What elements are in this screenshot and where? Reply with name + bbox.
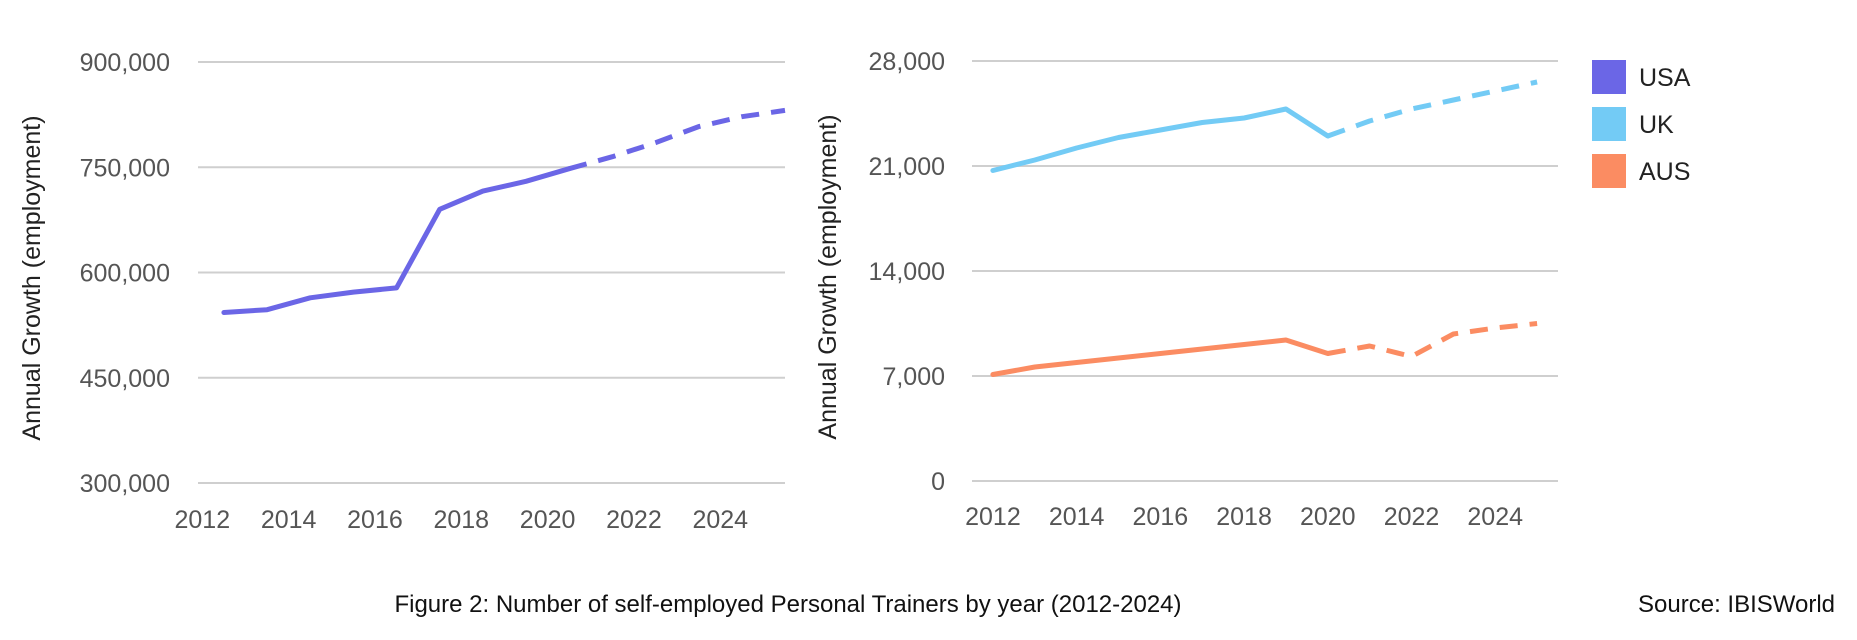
figure-caption: Figure 2: Number of self-employed Person…: [394, 591, 1181, 618]
x-tick-label: 2022: [1384, 503, 1440, 531]
x-tick-label: 2020: [1300, 503, 1356, 531]
y-tick-label: 450,000: [80, 365, 170, 393]
legend-swatch-uk: [1592, 107, 1626, 141]
x-tick-label: 2012: [175, 506, 231, 534]
y-tick-label: 7,000: [882, 363, 945, 391]
x-tick-label: 2014: [1049, 503, 1105, 531]
x-tick-label: 2020: [520, 506, 576, 534]
legend-label-usa: USA: [1639, 64, 1691, 92]
y-tick-label: 900,000: [80, 49, 170, 77]
y-tick-label: 0: [931, 468, 945, 496]
usa-chart: 300,000 450,000 600,000 750,000 900,000 2012 2…: [18, 49, 786, 534]
y-tick-label: 600,000: [80, 260, 170, 288]
uk-aus-chart: 0 7,000 14,000 21,000 28,000 2012 2014 2016 2018…: [814, 48, 1558, 531]
x-tick-label: 2018: [1216, 503, 1272, 531]
legend-swatch-usa: [1592, 60, 1626, 94]
y-tick-label: 28,000: [869, 48, 945, 76]
y-axis-label: Annual Growth (employment): [814, 114, 842, 439]
x-tick-label: 2016: [1133, 503, 1189, 531]
y-tick-label: 14,000: [869, 258, 945, 286]
legend: USA UK AUS: [1592, 60, 1691, 188]
legend-label-aus: AUS: [1639, 158, 1690, 186]
usa-series-line: [221, 166, 572, 315]
uk-forecast-line: [1326, 79, 1538, 139]
legend-label-uk: UK: [1639, 111, 1674, 139]
x-tick-label: 2024: [1467, 503, 1523, 531]
aus-forecast-line: [1327, 321, 1538, 359]
x-tick-label: 2014: [261, 506, 317, 534]
y-axis-label: Annual Growth (employment): [18, 115, 46, 440]
y-tick-label: 21,000: [869, 153, 945, 181]
legend-swatch-aus: [1592, 154, 1626, 188]
uk-series-line: [990, 106, 1331, 173]
figure-source: Source: IBISWorld: [1638, 591, 1835, 618]
y-tick-label: 300,000: [80, 470, 170, 498]
aus-series-line: [990, 337, 1331, 377]
usa-forecast-line: [568, 107, 786, 172]
y-tick-label: 750,000: [80, 154, 170, 182]
x-tick-label: 2018: [433, 506, 489, 534]
x-tick-label: 2016: [347, 506, 403, 534]
x-tick-label: 2012: [965, 503, 1021, 531]
x-tick-label: 2022: [606, 506, 662, 534]
x-tick-label: 2024: [692, 506, 748, 534]
